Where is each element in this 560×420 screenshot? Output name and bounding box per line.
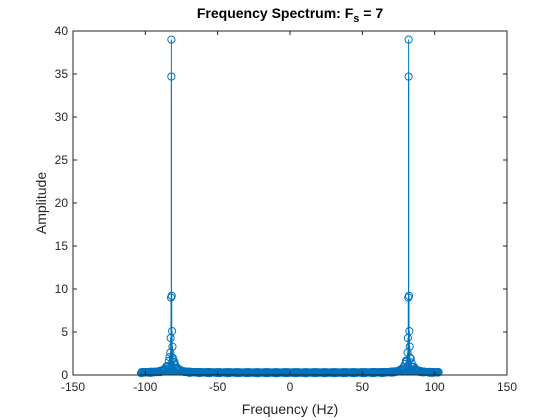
x-tick-label: -50 xyxy=(209,380,227,394)
peak-1-point-marker xyxy=(167,35,176,44)
y-tick-label: 40 xyxy=(55,24,69,38)
peak-2-point-marker xyxy=(404,293,413,302)
x-tick-label: -100 xyxy=(133,380,157,394)
peak-2-point-marker xyxy=(403,333,413,343)
y-tick-label: 25 xyxy=(55,153,69,167)
peak-1-point-marker xyxy=(168,342,177,351)
peak-1-point-marker xyxy=(166,333,175,343)
y-tick-label: 20 xyxy=(55,196,69,210)
peak-2-point-marker xyxy=(405,342,414,351)
peak-2-point-marker xyxy=(405,353,415,362)
y-tick-label: 35 xyxy=(55,67,69,81)
chart-title-main: Frequency Spectrum: F xyxy=(197,5,354,21)
y-tick-label: 10 xyxy=(55,282,69,296)
y-axis-ticks: 0 5 10 15 20 25 30 35 40 xyxy=(55,24,507,382)
chart-title-subscript: s xyxy=(353,13,359,25)
x-tick-label: 100 xyxy=(425,380,445,394)
y-tick-label: 30 xyxy=(55,110,69,124)
plot-area xyxy=(73,31,507,375)
x-tick-label: 150 xyxy=(497,380,517,394)
x-tick-label: 50 xyxy=(356,380,370,394)
x-axis-label: Frequency (Hz) xyxy=(242,401,338,417)
y-tick-label: 5 xyxy=(61,325,68,339)
y-axis-label: Amplitude xyxy=(33,172,49,234)
y-tick-label: 15 xyxy=(55,239,69,253)
peak-1-point-marker xyxy=(166,348,175,357)
peak-2-point-marker xyxy=(404,72,413,81)
x-tick-label: 0 xyxy=(287,380,294,394)
x-tick-label: -150 xyxy=(61,380,85,394)
chart-title: Frequency Spectrum: Fs = 7 xyxy=(197,5,383,25)
data-layer xyxy=(136,35,443,378)
y-tick-label: 0 xyxy=(61,368,68,382)
chart-title-tail: = 7 xyxy=(359,5,383,21)
x-axis-ticks: -150 -100 -50 0 50 100 150 xyxy=(61,31,517,394)
peak-1-point-marker xyxy=(167,72,176,81)
peak-1-point-marker xyxy=(168,353,177,362)
peak-1-point-marker xyxy=(166,293,176,302)
peak-2-point-marker xyxy=(404,35,413,44)
peak-2-point-marker xyxy=(403,348,412,357)
